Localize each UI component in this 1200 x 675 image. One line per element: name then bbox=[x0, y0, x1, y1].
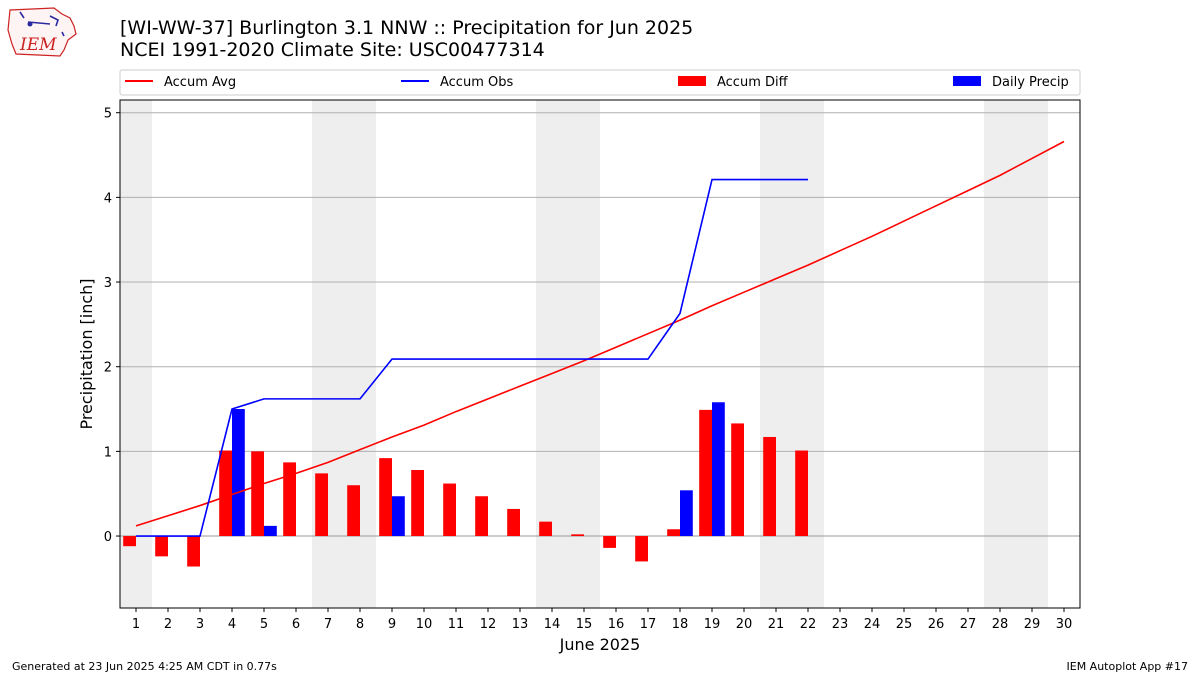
legend-label: Daily Precip bbox=[992, 75, 1069, 90]
accum-diff-bar bbox=[603, 536, 616, 548]
legend-item-accum-diff: Accum Diff bbox=[678, 75, 789, 90]
daily-precip-bar bbox=[392, 496, 405, 537]
legend-item-accum-obs: Accum Obs bbox=[401, 75, 513, 90]
accum-diff-bar bbox=[475, 496, 488, 537]
x-tick-label: 1 bbox=[132, 617, 140, 632]
accum-diff-bar bbox=[795, 450, 808, 537]
x-tick-label: 8 bbox=[356, 617, 364, 632]
accum-diff-bar bbox=[219, 450, 232, 537]
accum-diff-bar bbox=[283, 462, 296, 537]
x-axis-ticks: 1 2 3 4 5 6 7 8 9 10 11 12 13 14 15 16 17 18 19 20 21 22 23 24 2… bbox=[132, 608, 1072, 632]
y-tick-label: 0 bbox=[104, 530, 112, 545]
accum-diff-bar bbox=[635, 536, 648, 562]
accum-diff-bar bbox=[315, 473, 328, 537]
iem-logo-icon: IEM bbox=[7, 7, 77, 57]
legend-item-accum-avg: Accum Avg bbox=[125, 75, 236, 90]
legend-item-daily-precip: Daily Precip bbox=[953, 75, 1069, 90]
x-tick-label: 5 bbox=[260, 617, 268, 632]
x-tick-label: 29 bbox=[1024, 617, 1041, 632]
x-tick-label: 13 bbox=[512, 617, 529, 632]
x-tick-label: 15 bbox=[576, 617, 593, 632]
x-tick-label: 18 bbox=[672, 617, 689, 632]
y-tick-label: 2 bbox=[104, 361, 112, 376]
footer-app-text: IEM Autoplot App #17 bbox=[1066, 660, 1189, 673]
accum-diff-bar bbox=[571, 534, 584, 537]
daily-precip-bar bbox=[264, 525, 277, 537]
y-axis-label: Precipitation [inch] bbox=[77, 278, 96, 429]
y-tick-label: 3 bbox=[104, 276, 112, 291]
accum-diff-bar bbox=[667, 529, 680, 537]
accum-diff-bar bbox=[155, 536, 168, 557]
chart-title-line2: NCEI 1991-2020 Climate Site: USC00477314 bbox=[120, 39, 545, 61]
legend-box bbox=[119, 69, 1081, 96]
accum-diff-bar bbox=[539, 521, 552, 537]
x-tick-label: 21 bbox=[768, 617, 785, 632]
x-tick-label: 14 bbox=[544, 617, 561, 632]
chart-title-line1: [WI-WW-37] Burlington 3.1 NNW :: Precipi… bbox=[120, 17, 694, 39]
legend-label: Accum Avg bbox=[164, 75, 236, 90]
footer-generated-text: Generated at 23 Jun 2025 4:25 AM CDT in … bbox=[12, 660, 277, 673]
legend-swatch bbox=[953, 76, 981, 86]
daily-precip-bar bbox=[712, 402, 725, 537]
accum-diff-bar bbox=[251, 451, 264, 537]
accum-diff-bar bbox=[731, 423, 744, 537]
accum-diff-bar bbox=[507, 508, 520, 537]
x-tick-label: 11 bbox=[448, 617, 465, 632]
y-tick-label: 1 bbox=[104, 445, 112, 460]
x-tick-label: 28 bbox=[992, 617, 1009, 632]
x-tick-label: 10 bbox=[416, 617, 433, 632]
logo-text: IEM bbox=[19, 35, 57, 55]
legend-label: Accum Obs bbox=[440, 75, 513, 90]
x-tick-label: 23 bbox=[832, 617, 849, 632]
accum-obs-line bbox=[136, 178, 808, 537]
x-axis-label: June 2025 bbox=[559, 635, 641, 654]
x-tick-label: 22 bbox=[800, 617, 817, 632]
accum-avg-line bbox=[135, 140, 1065, 527]
legend-swatch bbox=[678, 76, 706, 86]
weekend-band bbox=[120, 100, 152, 608]
accum-diff-bar bbox=[443, 483, 456, 537]
x-tick-label: 3 bbox=[196, 617, 204, 632]
accum-diff-bar bbox=[187, 536, 200, 567]
y-axis-ticks: 0 1 2 3 4 5 bbox=[104, 107, 120, 545]
x-tick-label: 4 bbox=[228, 617, 236, 632]
daily-precip-bar bbox=[232, 409, 245, 537]
x-tick-label: 9 bbox=[388, 617, 396, 632]
legend: Accum Avg Accum Obs Accum Diff Daily Precip bbox=[119, 69, 1081, 96]
accum-diff-bar bbox=[347, 485, 360, 537]
x-tick-label: 12 bbox=[480, 617, 497, 632]
x-tick-label: 17 bbox=[640, 617, 657, 632]
x-tick-label: 6 bbox=[292, 617, 300, 632]
accum-diff-bar bbox=[763, 436, 776, 537]
x-tick-label: 2 bbox=[164, 617, 172, 632]
accum-diff-bar bbox=[379, 458, 392, 537]
x-tick-label: 30 bbox=[1056, 617, 1073, 632]
legend-label: Accum Diff bbox=[717, 75, 789, 90]
x-tick-label: 16 bbox=[608, 617, 625, 632]
bars bbox=[123, 402, 808, 567]
y-tick-label: 4 bbox=[104, 191, 112, 206]
daily-precip-bar bbox=[680, 490, 693, 537]
x-tick-label: 24 bbox=[864, 617, 881, 632]
series-lines bbox=[135, 140, 1065, 537]
accum-diff-bar bbox=[699, 409, 712, 537]
x-tick-label: 20 bbox=[736, 617, 753, 632]
x-tick-label: 27 bbox=[960, 617, 977, 632]
accum-diff-bar bbox=[411, 469, 424, 537]
y-tick-label: 5 bbox=[104, 107, 112, 122]
x-tick-label: 19 bbox=[704, 617, 721, 632]
accum-diff-bar bbox=[123, 536, 136, 547]
weekend-band bbox=[984, 100, 1048, 608]
x-tick-label: 25 bbox=[896, 617, 913, 632]
x-tick-label: 7 bbox=[324, 617, 332, 632]
x-tick-label: 26 bbox=[928, 617, 945, 632]
plot-frame bbox=[119, 99, 1081, 609]
